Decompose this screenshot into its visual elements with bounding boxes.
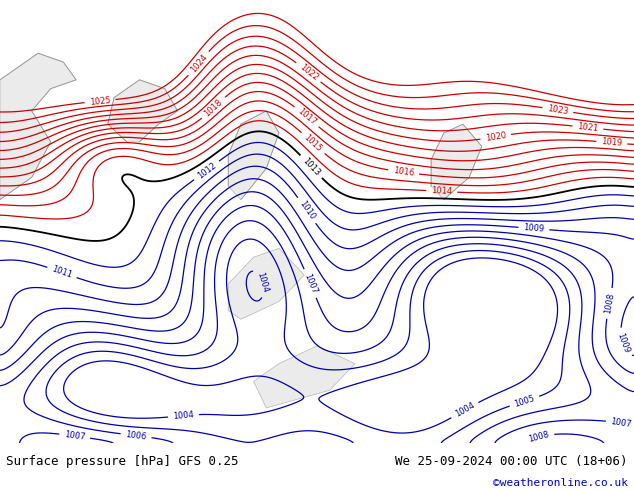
Polygon shape [108,80,178,142]
Text: 1004: 1004 [256,271,270,294]
Polygon shape [228,111,279,199]
Text: 1005: 1005 [513,393,536,409]
Text: 1007: 1007 [302,272,318,295]
Text: 1009: 1009 [615,332,631,354]
Text: 1015: 1015 [302,133,324,153]
Text: Surface pressure [hPa] GFS 0.25: Surface pressure [hPa] GFS 0.25 [6,455,239,467]
Text: 1004: 1004 [453,401,476,419]
Text: 1013: 1013 [301,156,321,177]
Text: 1021: 1021 [577,122,599,133]
Text: 1006: 1006 [125,430,147,441]
Text: 1023: 1023 [547,104,569,116]
Text: 1007: 1007 [610,417,632,429]
Text: 1017: 1017 [295,106,318,127]
Text: 1007: 1007 [63,430,86,442]
Text: 1008: 1008 [527,430,550,444]
Polygon shape [0,53,76,199]
Text: We 25-09-2024 00:00 UTC (18+06): We 25-09-2024 00:00 UTC (18+06) [395,455,628,467]
Text: 1008: 1008 [603,292,616,315]
Polygon shape [431,124,482,199]
Text: 1012: 1012 [195,161,217,180]
Text: ©weatheronline.co.uk: ©weatheronline.co.uk [493,478,628,488]
Text: 1022: 1022 [297,62,320,82]
Polygon shape [254,346,355,408]
Text: 1018: 1018 [203,98,224,118]
Text: 1024: 1024 [188,52,209,74]
Text: 1019: 1019 [601,137,623,148]
Text: 1016: 1016 [392,166,415,178]
Text: 1025: 1025 [89,96,111,106]
Polygon shape [228,248,304,319]
Text: 1011: 1011 [51,265,74,280]
Text: 1004: 1004 [172,410,195,421]
Text: 1009: 1009 [523,223,545,234]
Text: 1014: 1014 [431,186,453,196]
Text: 1010: 1010 [297,199,316,221]
Text: 1020: 1020 [484,131,507,143]
